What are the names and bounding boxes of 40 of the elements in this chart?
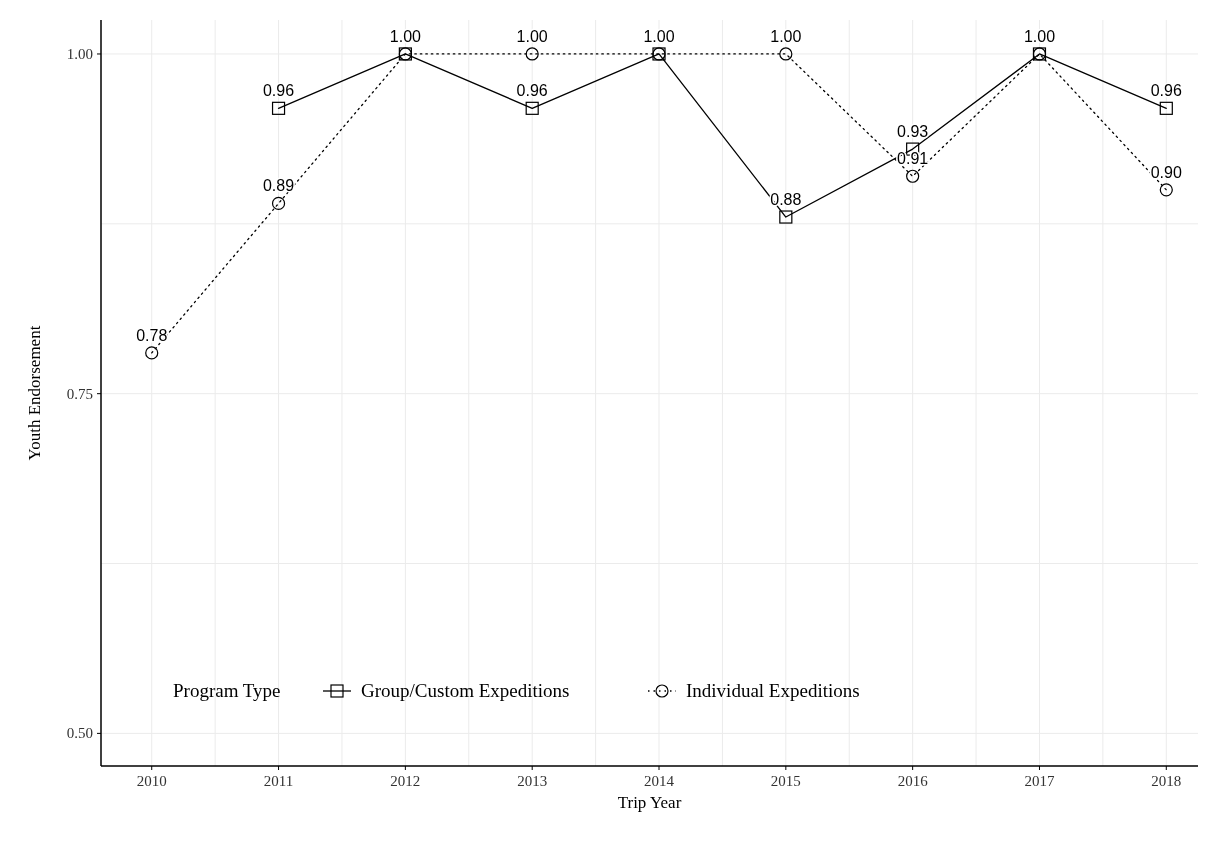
x-axis-title: Trip Year bbox=[617, 793, 682, 812]
point bbox=[779, 47, 793, 61]
data-label: 0.93 bbox=[897, 123, 929, 141]
data-label: 0.78 bbox=[136, 326, 168, 344]
x-tick-label: 2016 bbox=[897, 773, 929, 789]
y-tick-label: 0.75 bbox=[66, 385, 93, 402]
point bbox=[1159, 101, 1173, 115]
data-label: 1.00 bbox=[770, 27, 802, 45]
data-label: 1.00 bbox=[643, 27, 675, 45]
data-label: 1.00 bbox=[516, 27, 548, 45]
x-tick-label: 2014 bbox=[644, 773, 675, 789]
data-label: 0.88 bbox=[770, 191, 802, 209]
y-tick-label: 1.00 bbox=[66, 45, 93, 62]
x-tick-label: 2013 bbox=[517, 773, 548, 789]
point bbox=[271, 101, 286, 115]
data-label: 0.90 bbox=[1150, 163, 1182, 181]
data-label: 0.96 bbox=[1150, 82, 1182, 100]
x-tick-label: 2011 bbox=[263, 773, 294, 789]
legend-label: Group/Custom Expeditions bbox=[361, 680, 570, 701]
y-tick-label: 0.50 bbox=[66, 725, 93, 742]
data-label: 0.96 bbox=[262, 82, 295, 100]
legend-title: Program Type bbox=[173, 680, 281, 701]
data-label: 0.89 bbox=[262, 177, 295, 195]
point bbox=[1159, 183, 1173, 197]
point bbox=[779, 210, 793, 224]
point bbox=[525, 101, 539, 115]
y-axis-title: Youth Endorsement bbox=[25, 325, 44, 461]
point bbox=[145, 346, 159, 360]
x-tick-label: 2018 bbox=[1151, 773, 1182, 789]
data-label: 1.00 bbox=[389, 27, 422, 45]
x-tick-label: 2012 bbox=[390, 773, 421, 789]
data-label: 0.96 bbox=[516, 82, 548, 100]
point bbox=[271, 196, 286, 211]
legend-label: Individual Expeditions bbox=[686, 680, 860, 701]
point bbox=[906, 169, 920, 183]
data-label: 1.00 bbox=[1023, 27, 1056, 45]
x-tick-label: 2015 bbox=[770, 773, 801, 789]
point bbox=[525, 47, 539, 61]
x-tick-label: 2010 bbox=[136, 773, 167, 789]
x-tick-label: 2017 bbox=[1024, 773, 1055, 789]
